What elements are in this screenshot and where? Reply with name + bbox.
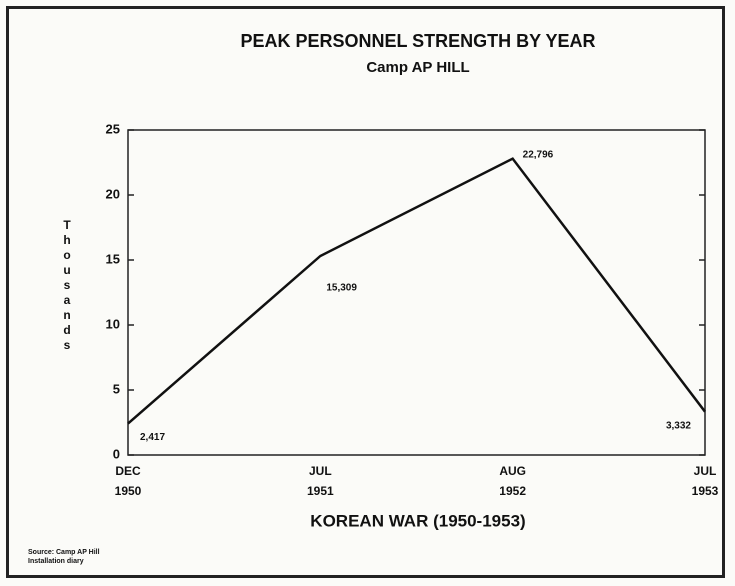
y-tick-label: 5 (113, 381, 120, 396)
value-label: 15,309 (326, 283, 357, 294)
value-label: 22,796 (523, 149, 554, 160)
y-axis-label: Thousands (63, 218, 71, 352)
y-tick-label: 0 (113, 446, 120, 461)
frame (6, 6, 725, 578)
x-tick-label: DEC 1950 (114, 464, 142, 498)
x-tick-label: JUL 1953 (691, 464, 719, 498)
chart-subtitle: Camp AP HILL (366, 59, 469, 76)
y-tick-label: 15 (106, 251, 120, 266)
line (127, 157, 706, 425)
x-tick-label: JUL 1951 (306, 464, 334, 498)
plot-frame (127, 129, 706, 456)
x-axis-label: KOREAN WAR (1950-1953) (310, 511, 525, 530)
chart-title: PEAK PERSONNEL STRENGTH BY YEAR (240, 31, 595, 51)
y-tick-label: 20 (106, 186, 120, 201)
x-tick-label: AUG 1952 (499, 464, 526, 498)
source-note: Source: Camp AP Hill Installation diary (28, 549, 100, 565)
y-tick-label: 10 (106, 316, 120, 331)
value-label: 3,332 (666, 420, 691, 431)
value-label: 2,417 (140, 432, 165, 443)
y-tick-label: 25 (106, 121, 120, 136)
